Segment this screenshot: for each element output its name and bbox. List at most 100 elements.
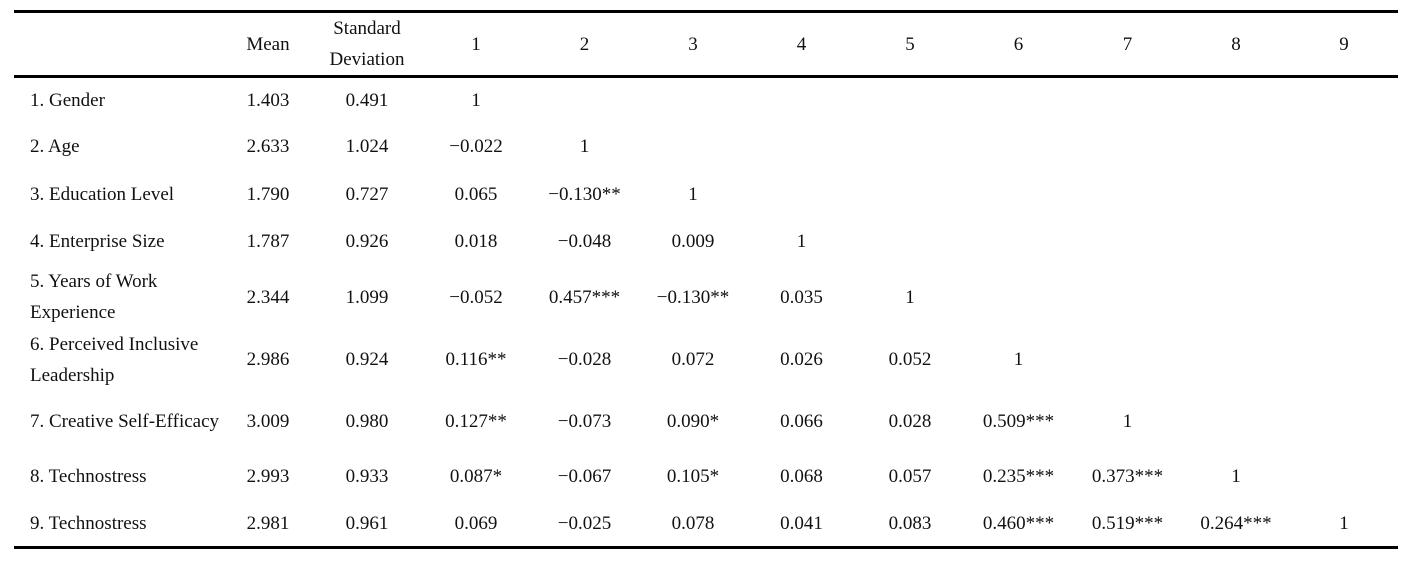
header-col-6: 6 [1013,33,1024,55]
table-row: 4. Enterprise Size 1.787 0.926 0.018 −0.048 0… [14,218,1398,266]
cell-standard-deviation: 0.933 [345,466,389,487]
cell-correlation-6: 0.235*** [982,466,1055,487]
cell-correlation-8 [1182,123,1290,171]
cell-correlation-9 [1290,452,1398,502]
cell-correlation-5 [856,171,964,218]
header-col-1: 1 [471,33,481,55]
cell-correlation-9 [1290,329,1398,391]
table-body: 1. Gender 1.403 0.491 1 2. Age 2.633 1.024 −0.0… [14,77,1398,548]
cell-correlation-5 [856,218,964,266]
table-header-row: Mean Standard Deviation 1 2 3 4 5 6 7 8 … [14,11,1398,77]
cell-mean: 2.986 [246,349,290,370]
cell-correlation-5: 0.057 [888,466,932,487]
cell-correlation-4: 0.068 [780,466,823,487]
cell-correlation-6: 1 [1013,349,1024,370]
cell-mean: 2.344 [246,286,290,308]
cell-standard-deviation: 1.024 [345,136,389,157]
cell-correlation-1: 0.127** [445,410,507,432]
cell-correlation-3: 0.105* [666,466,720,487]
cell-correlation-2: −0.028 [557,349,612,370]
cell-correlation-6 [964,171,1073,218]
cell-correlation-1: 1 [471,89,481,111]
cell-correlation-5: 0.083 [888,513,932,535]
cell-correlation-7 [1073,329,1182,391]
row-label: 2. Age [30,136,80,157]
header-variable [14,12,224,77]
cell-correlation-9 [1290,171,1398,218]
row-label: 5. Years of Work Experience [30,271,158,323]
cell-correlation-9 [1290,391,1398,452]
cell-correlation-8: 0.264*** [1200,513,1272,535]
cell-correlation-3: 1 [688,183,698,205]
header-sd-line1: Standard [333,18,401,39]
cell-correlation-1: 0.116** [445,349,507,370]
header-col-9: 9 [1339,33,1349,55]
table-row: 1. Gender 1.403 0.491 1 [14,77,1398,123]
cell-correlation-2: −0.073 [557,410,612,432]
cell-correlation-2: 1 [579,136,590,157]
cell-correlation-8 [1182,218,1290,266]
cell-mean: 1.787 [246,231,290,252]
row-label: 3. Education Level [30,183,175,205]
cell-correlation-2: 0.457*** [548,286,621,308]
table-row: 5. Years of Work Experience 2.344 1.099 −0.… [14,266,1398,329]
cell-mean: 2.981 [246,513,290,535]
cell-mean: 3.009 [246,410,290,432]
cell-correlation-1: 0.065 [454,183,498,205]
row-label: 6. Perceived Inclusive Leadership [30,333,199,386]
correlation-table-container: Mean Standard Deviation 1 2 3 4 5 6 7 8 … [14,10,1398,549]
correlation-table: Mean Standard Deviation 1 2 3 4 5 6 7 8 … [14,10,1398,549]
header-standard-deviation: Standard Deviation [312,12,422,77]
header-col-2: 2 [579,33,590,55]
cell-correlation-5: 0.028 [888,410,932,432]
cell-correlation-4: 1 [796,231,807,252]
cell-correlation-9: 1 [1339,513,1349,535]
cell-correlation-6 [964,77,1073,123]
table-row: 8. Technostress 2.993 0.933 0.087* −0.067 0.1… [14,452,1398,502]
cell-correlation-3: 0.090* [666,410,720,432]
cell-standard-deviation: 1.099 [345,286,389,308]
cell-correlation-6: 0.460*** [982,513,1055,535]
cell-correlation-6: 0.509*** [982,410,1055,432]
header-col-7: 7 [1122,33,1133,55]
table-row: 2. Age 2.633 1.024 −0.022 1 [14,123,1398,171]
cell-correlation-2: −0.025 [557,513,612,535]
row-label: 1. Gender [30,89,105,111]
cell-correlation-7 [1073,77,1182,123]
table-row: 6. Perceived Inclusive Leadership 2.986 0.… [14,329,1398,391]
cell-correlation-4 [747,123,856,171]
cell-correlation-1: 0.069 [454,513,498,535]
cell-correlation-1: 0.087* [449,466,503,487]
header-col-5: 5 [905,33,915,55]
cell-correlation-9 [1290,266,1398,329]
cell-mean: 1.403 [246,89,290,111]
cell-standard-deviation: 0.926 [345,231,389,252]
cell-correlation-3: 0.072 [671,349,715,370]
cell-correlation-9 [1290,123,1398,171]
cell-correlation-7: 0.519*** [1091,513,1164,535]
cell-correlation-2: −0.067 [557,466,612,487]
cell-correlation-3: 0.078 [671,513,715,535]
header-sd-line2: Deviation [329,49,405,70]
cell-correlation-7: 1 [1122,410,1133,432]
cell-correlation-1: −0.022 [449,136,503,157]
cell-correlation-3 [639,123,747,171]
cell-correlation-6 [964,123,1073,171]
row-label: 4. Enterprise Size [30,231,165,252]
header-col-8: 8 [1231,33,1241,55]
cell-mean: 1.790 [246,183,290,205]
row-label: 8. Technostress [30,466,147,487]
cell-standard-deviation: 0.961 [345,513,389,535]
cell-mean: 2.633 [246,136,290,157]
cell-correlation-4: 0.041 [780,513,823,535]
cell-standard-deviation: 0.924 [345,349,389,370]
cell-correlation-2: −0.048 [557,231,612,252]
cell-correlation-2 [530,77,639,123]
cell-correlation-9 [1290,218,1398,266]
cell-correlation-5 [856,123,964,171]
cell-correlation-4 [747,77,856,123]
cell-correlation-5: 1 [905,286,915,308]
cell-correlation-3: −0.130** [656,286,730,308]
cell-correlation-8 [1182,171,1290,218]
header-mean: Mean [246,33,290,55]
